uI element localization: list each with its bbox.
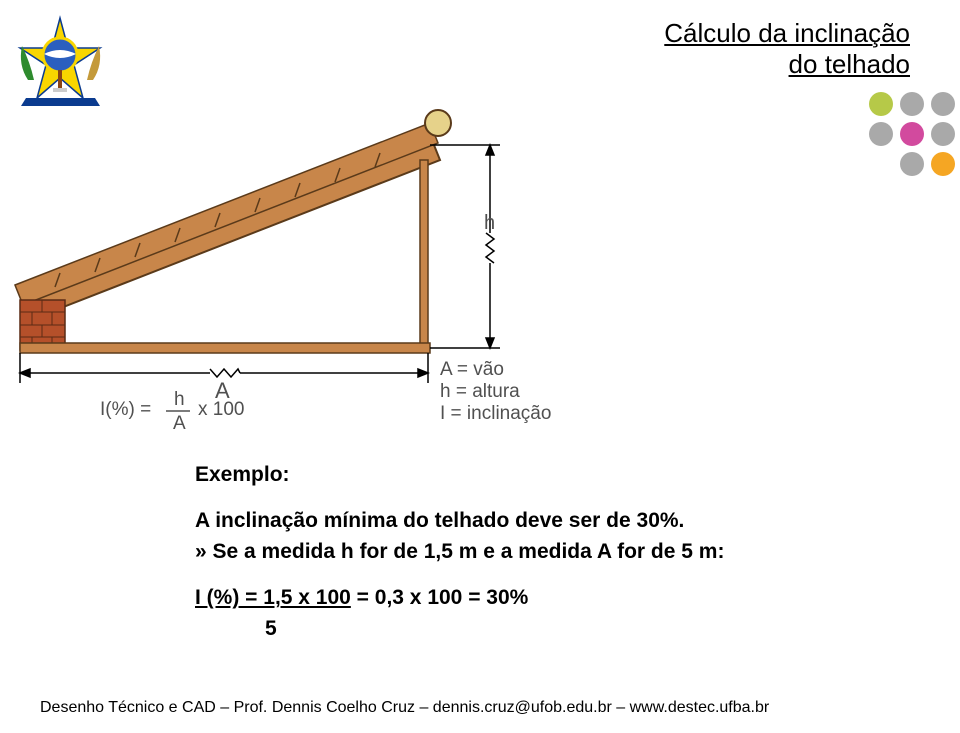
title-line1: Cálculo da inclinação (664, 18, 910, 48)
title-line2: do telhado (789, 49, 910, 79)
example-line1: A inclinação mínima do telhado deve ser … (195, 506, 815, 536)
dimension-h (430, 145, 500, 348)
svg-text:A: A (173, 413, 186, 434)
label-h: h (484, 212, 495, 234)
horizontal-beam (20, 343, 430, 353)
example-line2: » Se a medida h for de 1,5 m e a medida … (195, 537, 815, 567)
example-equation: I (%) = 1,5 x 100 = 0,3 x 100 = 30% 5 (195, 583, 815, 644)
legend-a: A = vão (440, 359, 504, 380)
brazil-coat-of-arms-logo (8, 10, 113, 115)
svg-text:h: h (174, 389, 185, 410)
decorative-dots-icon (846, 86, 956, 176)
legend-h: h = altura (440, 381, 520, 402)
svg-text:I(%) =: I(%) = (100, 399, 151, 420)
svg-text:x 100: x 100 (198, 399, 244, 420)
page-title: Cálculo da inclinação do telhado (664, 18, 910, 80)
roof-tiles (15, 123, 438, 305)
vertical-post (420, 160, 428, 350)
legend-i: I = inclinação (440, 403, 551, 424)
roof-finial-icon (425, 110, 451, 136)
example-label: Exemplo: (195, 460, 815, 490)
footer-text: Desenho Técnico e CAD – Prof. Dennis Coe… (40, 699, 769, 717)
roof-diagram: h A A = vão h = altura I = inclinação I(… (0, 105, 620, 435)
example-block: Exemplo: A inclinação mínima do telhado … (195, 460, 815, 644)
